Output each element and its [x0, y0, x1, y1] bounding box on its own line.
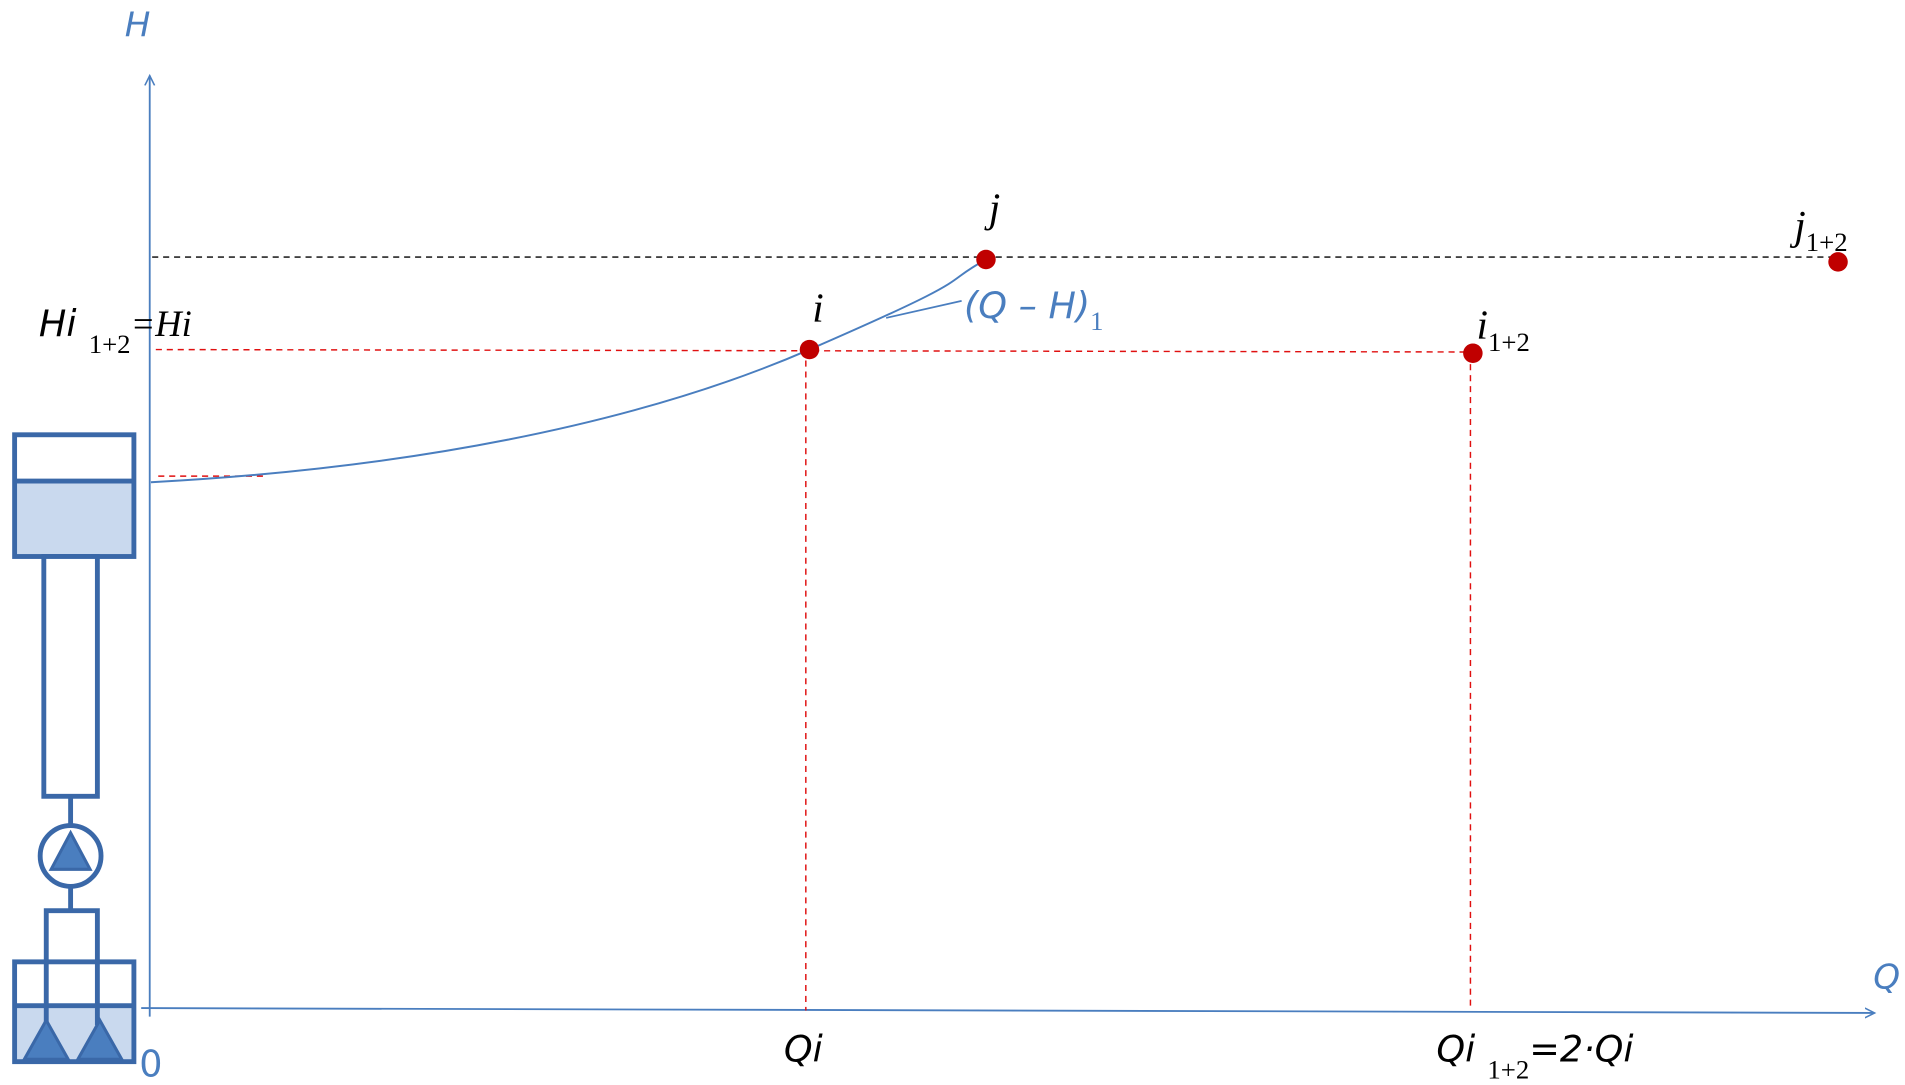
point-label: i [812, 285, 824, 331]
label-main: (Q – H) [964, 284, 1090, 327]
annotation: Qi 1+2=2·Qi [1436, 1028, 1633, 1085]
pipe [41, 554, 100, 799]
label-subscript: 1+2 [1487, 1055, 1529, 1085]
pipe [43, 908, 100, 1026]
label-subscript: 1+2 [1488, 327, 1530, 357]
annotation: Hi 1+2=Hi [39, 302, 192, 359]
axis-label: Q [1873, 958, 1900, 998]
curve-label: (Q – H)1 [964, 284, 1104, 336]
intake-triangle [75, 1017, 125, 1061]
label-main: i [1477, 302, 1489, 348]
axis-label: H [125, 6, 151, 46]
annotation: Qi [784, 1028, 823, 1071]
point [976, 249, 996, 270]
pump-schematic [12, 432, 137, 1065]
label-suffix: =2·Qi [1529, 1028, 1633, 1071]
label-subscript: 1+2 [1806, 227, 1848, 257]
label-subscript: 1+2 [89, 329, 131, 359]
point [799, 339, 820, 360]
qh-curve [150, 258, 987, 484]
point [1463, 343, 1483, 363]
label-main: Qi [1436, 1028, 1475, 1071]
label-suffix: =Hi [131, 303, 192, 344]
label-main: Hi [39, 302, 77, 345]
point [1828, 252, 1848, 272]
point-label: j [984, 185, 1001, 231]
water [14, 481, 134, 557]
intake-triangle [21, 1017, 71, 1061]
origin-label: 0 [139, 1042, 162, 1085]
point-label: i1+2 [1477, 302, 1530, 357]
pump-triangle [48, 829, 93, 871]
label-main: j [1789, 202, 1806, 248]
leader-line [885, 300, 962, 319]
x-axis [141, 1007, 1874, 1013]
label-subscript: 1 [1090, 306, 1103, 336]
point-label: j1+2 [1789, 202, 1847, 257]
lower-tank [12, 959, 137, 1065]
